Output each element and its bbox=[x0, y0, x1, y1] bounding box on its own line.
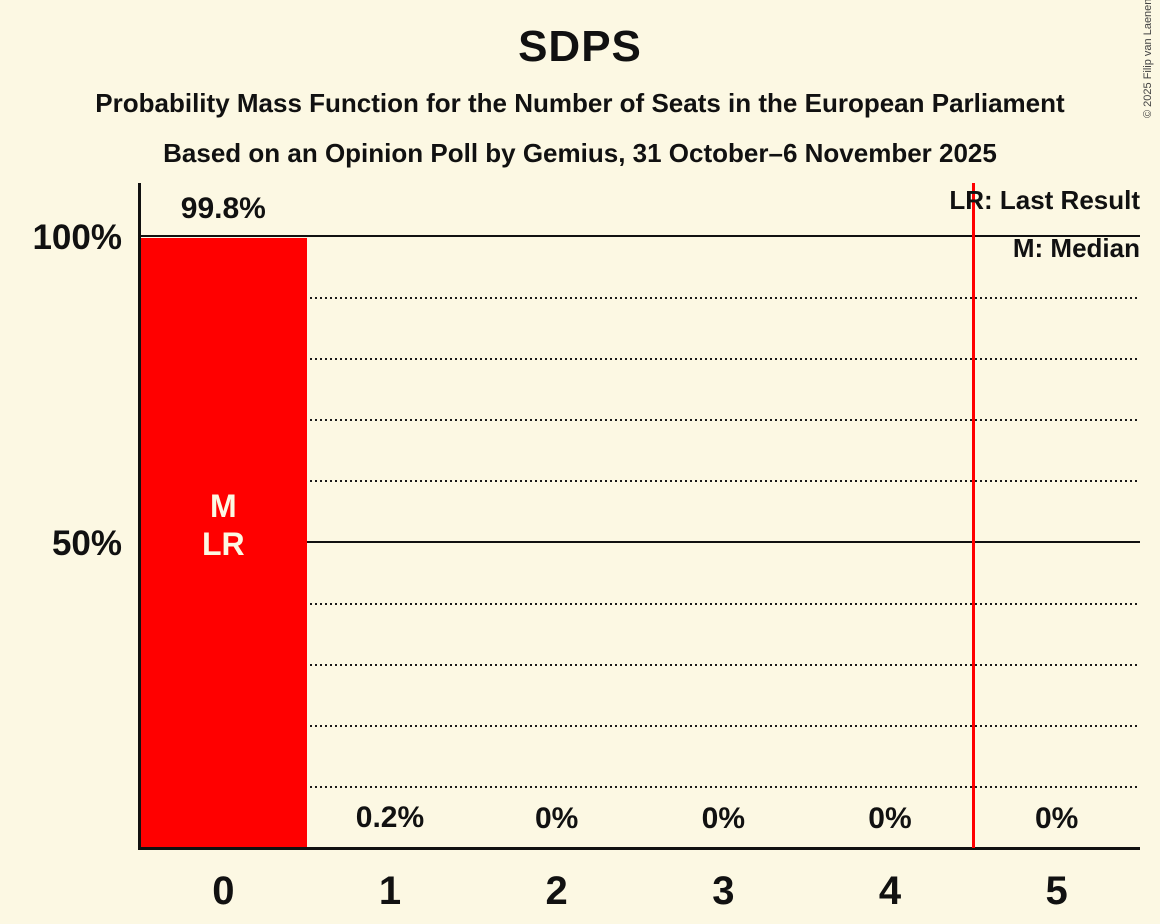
bar-0-seats bbox=[140, 238, 307, 848]
major-gridline-50pct bbox=[140, 540, 1140, 543]
bar-value-label-0: 99.8% bbox=[180, 192, 266, 226]
chart-subtitle: Probability Mass Function for the Number… bbox=[95, 88, 1065, 118]
y-axis-label-50: 50% bbox=[51, 523, 122, 563]
bar-value-label-2: 0% bbox=[534, 802, 579, 835]
gridline-40pct bbox=[140, 602, 1140, 605]
bar-value-label-5: 0% bbox=[1034, 802, 1079, 835]
x-axis-tick-2: 2 bbox=[545, 869, 568, 913]
gridline-10pct bbox=[140, 785, 1140, 788]
gridline-60pct bbox=[140, 480, 1140, 483]
median-last-result-annotation: M LR bbox=[202, 488, 245, 563]
y-axis-label-100: 100% bbox=[32, 218, 122, 257]
gridline-90pct bbox=[140, 297, 1140, 300]
x-axis-tick-3: 3 bbox=[712, 869, 735, 913]
last-result-line bbox=[971, 183, 975, 848]
x-axis-line bbox=[138, 847, 1140, 850]
bar-value-label-4: 0% bbox=[868, 802, 912, 835]
gridline-20pct bbox=[140, 724, 1140, 727]
y-axis-line bbox=[138, 183, 141, 850]
chart-poll-source: Based on an Opinion Poll by Gemius, 31 O… bbox=[163, 138, 997, 168]
legend-median: M: Median bbox=[1012, 233, 1140, 263]
bar-value-label-3: 0% bbox=[701, 802, 745, 835]
copyright-notice: © 2025 Filip van Laenen bbox=[1142, 0, 1154, 118]
gridline-30pct bbox=[140, 663, 1140, 666]
gridline-70pct bbox=[140, 419, 1140, 422]
x-axis-tick-1: 1 bbox=[378, 869, 402, 913]
legend-last-result: LR: Last Result bbox=[949, 185, 1140, 215]
page-title: SDPS bbox=[518, 22, 642, 71]
x-axis-tick-5: 5 bbox=[1045, 869, 1068, 913]
bar-value-label-1: 0.2% bbox=[355, 800, 425, 834]
gridline-80pct bbox=[140, 358, 1140, 361]
x-axis-tick-0: 0 bbox=[212, 869, 235, 913]
major-gridline-100pct bbox=[140, 235, 1140, 237]
x-axis-tick-4: 4 bbox=[878, 869, 902, 913]
